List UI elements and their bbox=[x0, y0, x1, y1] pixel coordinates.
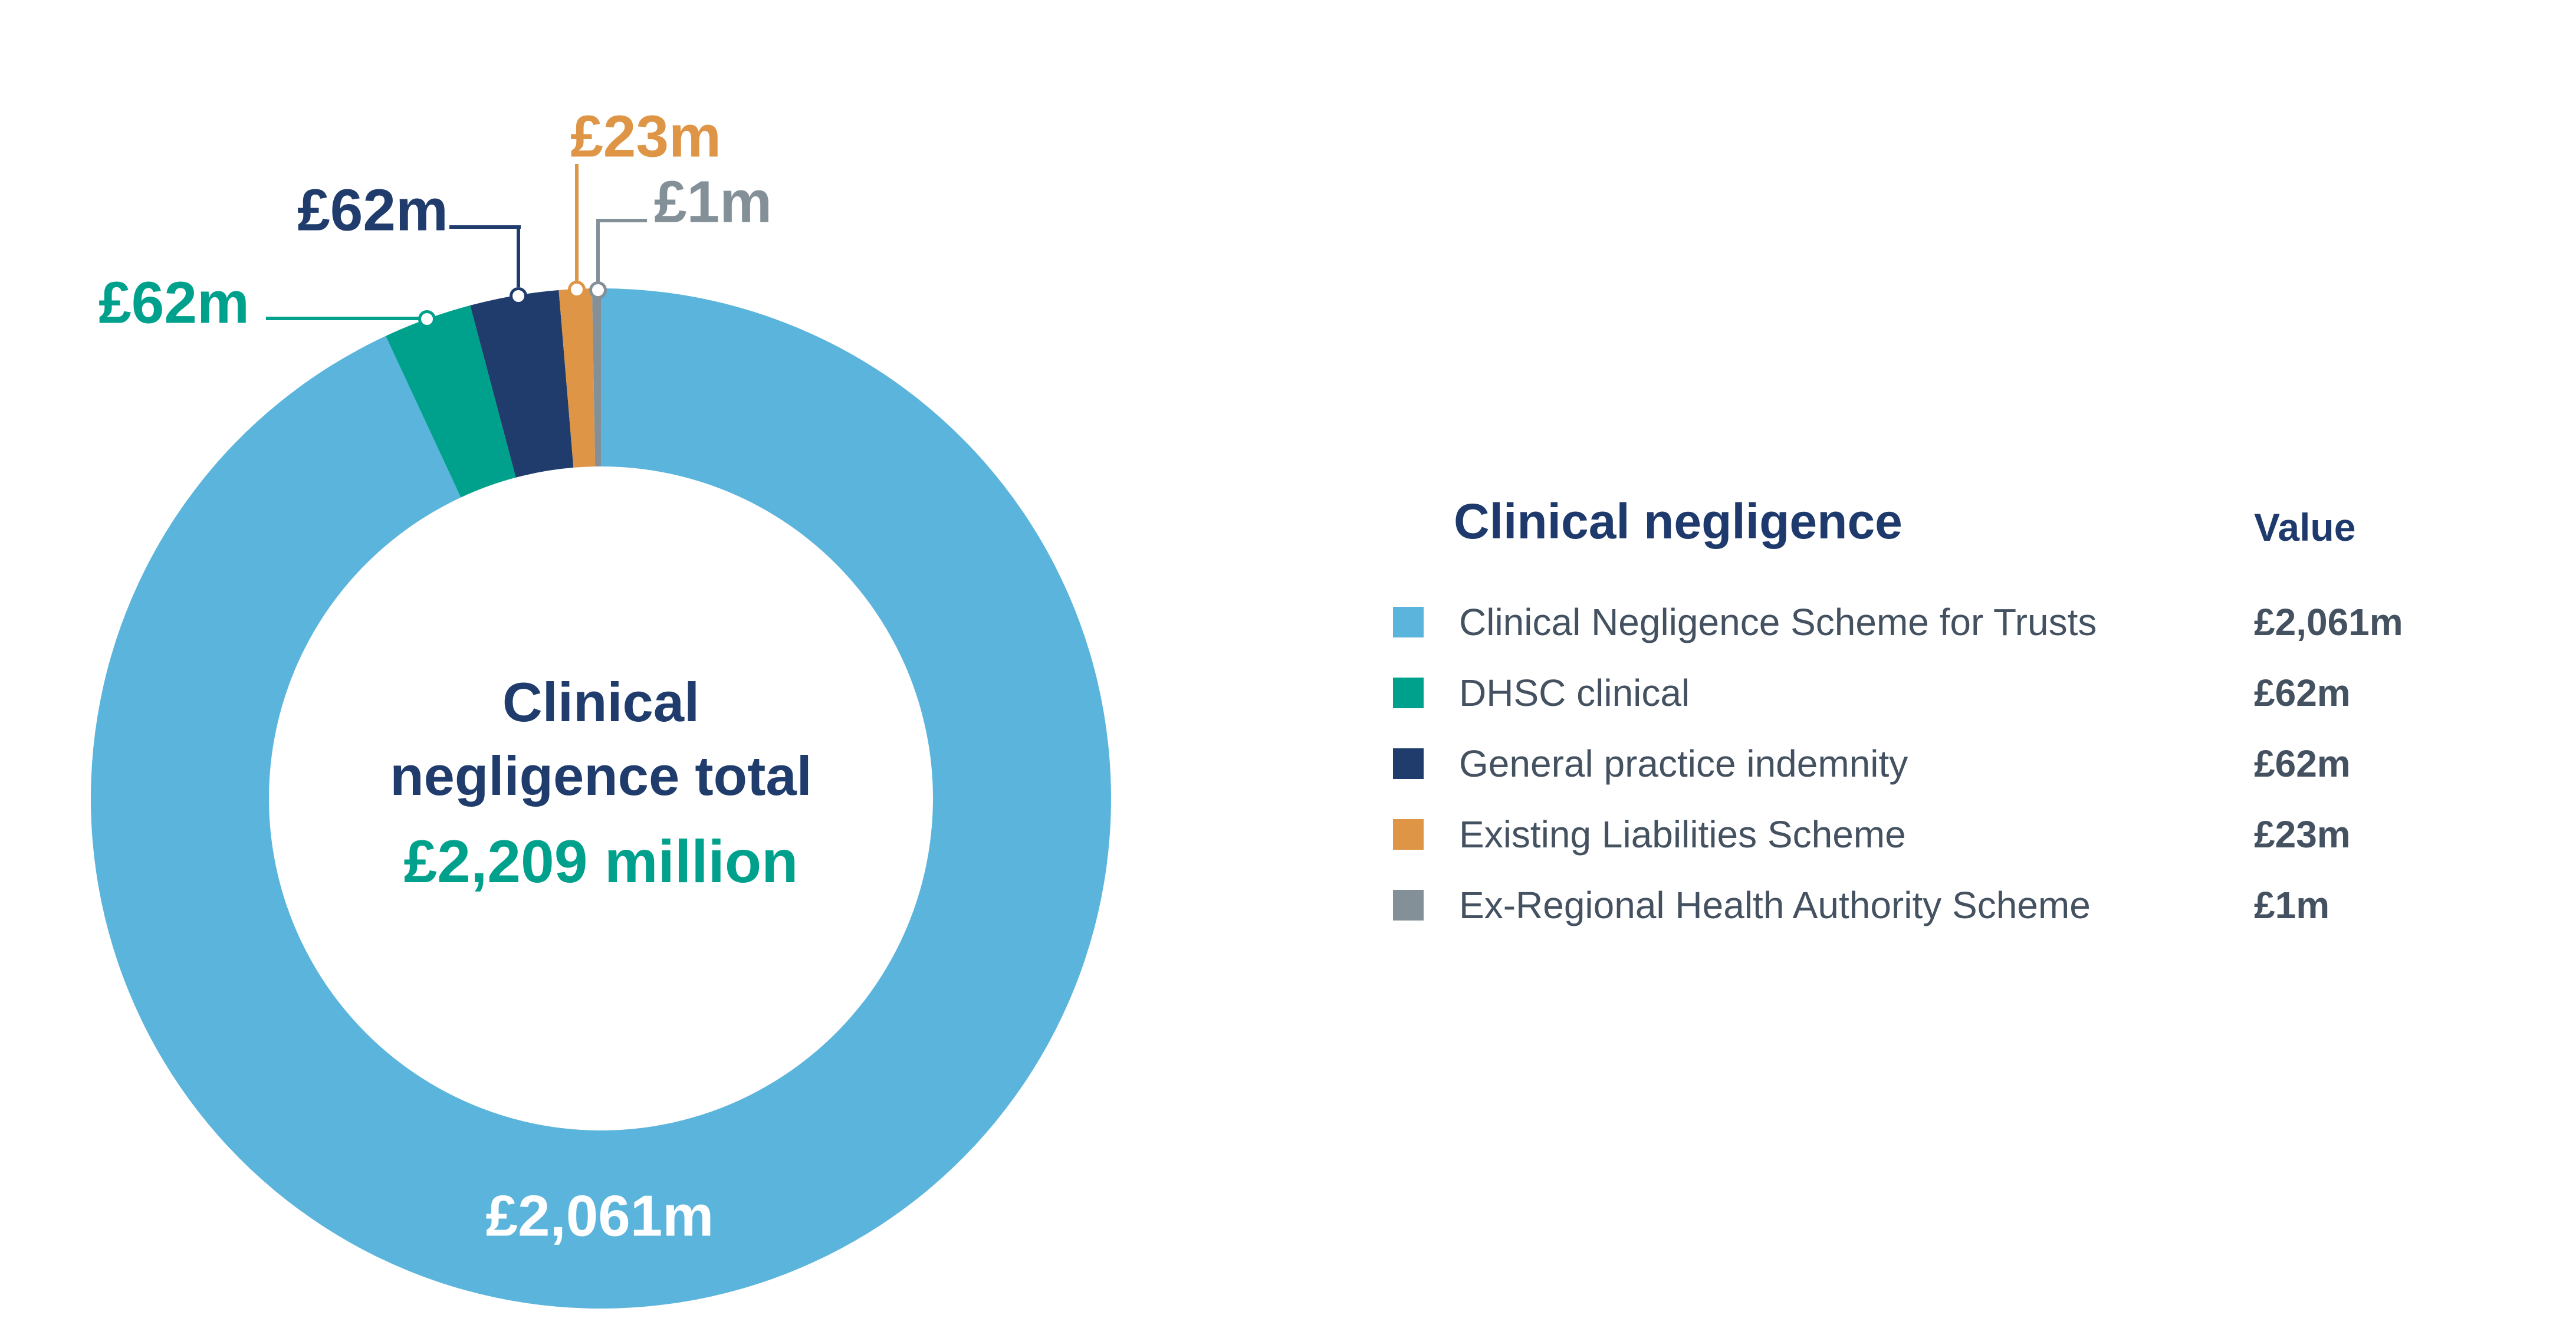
leader-line-general-practice-vertical bbox=[517, 225, 520, 287]
center-total-value: £2,209 million bbox=[403, 828, 799, 895]
legend-swatch-exrha bbox=[1393, 890, 1424, 921]
legend-value-exrha: £1m bbox=[2254, 884, 2330, 926]
donut-segment-2 bbox=[470, 290, 574, 478]
legend-label-exrha: Ex-Regional Health Authority Scheme bbox=[1459, 884, 2091, 926]
legend-swatch-els bbox=[1393, 819, 1424, 850]
legend-swatch-cnst bbox=[1393, 607, 1424, 637]
legend-title: Clinical negligence bbox=[1454, 494, 1903, 549]
donut-segment-1 bbox=[386, 305, 516, 498]
donut-segment-4 bbox=[592, 288, 601, 467]
donut-segment-3 bbox=[558, 288, 596, 468]
leader-line-ex-regional-vertical bbox=[596, 219, 600, 282]
legend-value-gpi: £62m bbox=[2254, 742, 2351, 785]
legend-value-els: £23m bbox=[2254, 813, 2351, 856]
legend-value-column-header: Value bbox=[2254, 505, 2356, 549]
marker-ex-regional bbox=[589, 281, 607, 299]
leader-line-existing-liabilities bbox=[575, 164, 579, 282]
leader-line-dhsc-clinical bbox=[266, 317, 420, 320]
legend-row-dhsc: DHSC clinical £62m bbox=[1393, 658, 2543, 728]
legend-row-els: Existing Liabilities Scheme £23m bbox=[1393, 799, 2543, 870]
donut-center-label: Clinical negligence total £2,209 million bbox=[390, 665, 812, 894]
marker-existing-liabilities bbox=[568, 281, 586, 298]
callout-label-ex-regional: £1m bbox=[653, 169, 773, 235]
legend-swatch-gpi bbox=[1393, 748, 1424, 779]
donut-segment-0 bbox=[90, 288, 1111, 1309]
segment-value-label-cnst: £2,061m bbox=[485, 1183, 714, 1248]
callout-label-dhsc-clinical: £62m bbox=[98, 269, 249, 336]
legend-value-cnst: £2,061m bbox=[2254, 601, 2403, 643]
legend-label-gpi: General practice indemnity bbox=[1459, 742, 1908, 785]
legend-swatch-dhsc bbox=[1393, 678, 1424, 708]
legend-label-dhsc: DHSC clinical bbox=[1459, 672, 1690, 714]
legend-row-exrha: Ex-Regional Health Authority Scheme £1m bbox=[1393, 870, 2543, 941]
center-label-line1: Clinical bbox=[502, 671, 700, 733]
marker-dhsc-clinical bbox=[418, 310, 436, 328]
legend-label-els: Existing Liabilities Scheme bbox=[1459, 813, 1906, 856]
leader-line-ex-regional-horizontal bbox=[596, 219, 647, 222]
marker-general-practice bbox=[510, 287, 527, 305]
legend-row-cnst: Clinical Negligence Scheme for Trusts £2… bbox=[1393, 587, 2543, 658]
callout-label-existing-liabilities: £23m bbox=[570, 103, 721, 170]
legend-value-dhsc: £62m bbox=[2254, 672, 2351, 714]
callout-label-general-practice: £62m bbox=[297, 177, 448, 244]
leader-line-general-practice-horizontal bbox=[449, 225, 521, 229]
center-label-line2: negligence total bbox=[390, 745, 812, 807]
legend-label-cnst: Clinical Negligence Scheme for Trusts bbox=[1459, 601, 2097, 643]
legend-row-gpi: General practice indemnity £62m bbox=[1393, 728, 2543, 799]
